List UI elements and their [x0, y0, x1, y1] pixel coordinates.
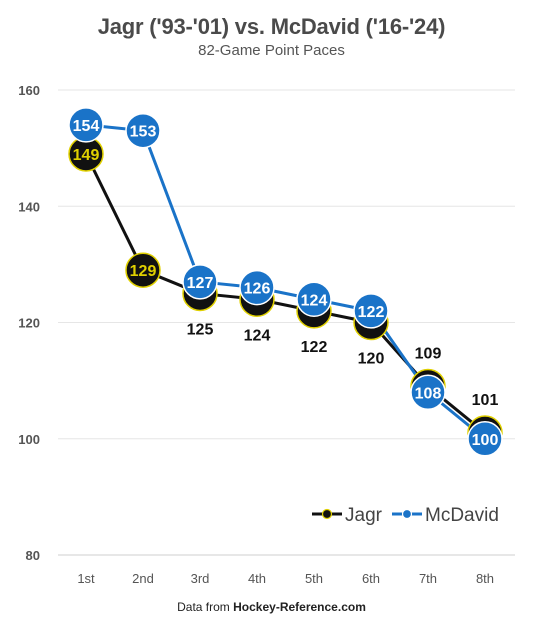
mcdavid-data-label: 124: [301, 292, 328, 309]
y-tick-label: 140: [18, 199, 40, 214]
chart-title: Jagr ('93-'01) vs. McDavid ('16-'24): [97, 14, 446, 39]
source-note: Data from Hockey-Reference.com: [0, 600, 543, 614]
jagr-data-label: 120: [358, 351, 385, 368]
x-tick-label: 4th: [248, 571, 266, 586]
y-tick-label: 100: [18, 432, 40, 447]
mcdavid-point: [410, 374, 446, 410]
jagr-data-label: 109: [415, 345, 442, 362]
legend: Jagr McDavid: [312, 505, 499, 526]
mcdavid-data-label: 108: [415, 385, 442, 402]
legend-jagr-label: Jagr: [345, 505, 383, 526]
jagr-data-label: 129: [130, 263, 157, 280]
y-tick-label: 80: [26, 548, 40, 563]
legend-jagr-swatch-dot: [321, 508, 333, 520]
y-tick-label: 120: [18, 316, 40, 331]
gridlines: [58, 89, 515, 556]
mcdavid-data-label: 122: [358, 304, 385, 321]
mcdavid-point: [125, 112, 161, 149]
x-tick-label: 6th: [362, 571, 380, 586]
mcdavid-point: [182, 264, 218, 300]
jagr-data-label: 124: [244, 327, 271, 344]
jagr-data-label: 122: [301, 339, 328, 356]
y-axis-ticks: 80 100 120 140 160: [18, 83, 40, 563]
x-tick-label: 5th: [305, 571, 323, 586]
source-prefix: Data from: [177, 600, 234, 614]
legend-mcdavid-label: McDavid: [425, 505, 499, 526]
x-tick-label: 8th: [476, 571, 494, 586]
source-site: Hockey-Reference.com: [233, 600, 366, 614]
mcdavid-data-label: 100: [472, 432, 499, 449]
mcdavid-point: [239, 269, 275, 306]
x-axis-ticks: 1st 2nd 3rd 4th 5th 6th 7th 8th: [77, 571, 494, 586]
x-tick-label: 2nd: [132, 571, 154, 586]
mcdavid-point: [68, 107, 104, 143]
x-tick-label: 1st: [77, 571, 95, 586]
mcdavid-data-label: 153: [130, 124, 157, 141]
chart-subtitle: 82-Game Point Paces: [198, 42, 345, 59]
jagr-data-label: 125: [187, 321, 214, 338]
mcdavid-point: [467, 421, 503, 457]
jagr-point: [125, 252, 161, 288]
legend-mcdavid-swatch-dot: [401, 508, 413, 520]
y-tick-label: 160: [18, 83, 40, 98]
series-points: 149 129 125 124 122 120 109 101 154 153 127 126 124 1…: [68, 107, 503, 457]
x-tick-label: 3rd: [191, 571, 210, 586]
jagr-data-label: 101: [472, 392, 499, 409]
mcdavid-data-label: 126: [244, 281, 271, 298]
jagr-data-label: 149: [73, 147, 100, 164]
mcdavid-point: [296, 281, 332, 317]
x-tick-label: 7th: [419, 571, 437, 586]
mcdavid-data-label: 127: [187, 275, 214, 292]
mcdavid-data-label: 154: [73, 118, 100, 135]
mcdavid-point: [353, 293, 389, 329]
